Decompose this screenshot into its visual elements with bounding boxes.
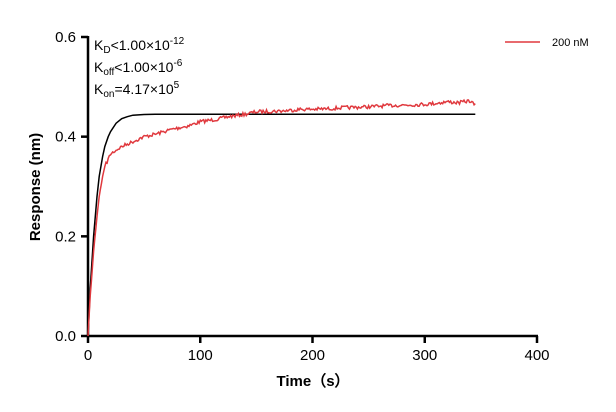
x-axis-label: Time（s） — [276, 372, 349, 390]
series-group — [87, 98, 476, 337]
x-tick-label: 200 — [300, 347, 325, 364]
kinetics-annotation: KD<1.00×10-12 Koff<1.00×10-6 Kon=4.17×10… — [94, 36, 185, 100]
y-axis-label: Response (nm) — [27, 133, 44, 241]
x-tick-label: 0 — [84, 347, 92, 364]
y-tick-label: 0.6 — [55, 29, 76, 46]
axes: 0 100 200 300 400 0.0 0.2 0.4 0.6 — [55, 29, 549, 364]
series-line-200nm — [87, 98, 476, 337]
y-tick-label: 0.4 — [55, 129, 76, 146]
x-tick-label: 400 — [524, 347, 549, 364]
kd-annotation: KD<1.00×10-12 — [94, 36, 185, 56]
koff-annotation: Koff<1.00×10-6 — [94, 58, 183, 78]
y-tick-label: 0.0 — [55, 328, 76, 345]
legend-label-200nm: 200 nM — [552, 37, 589, 49]
x-tick-label: 100 — [188, 347, 213, 364]
fit-curve — [87, 113, 476, 337]
y-tick-label: 0.2 — [55, 228, 76, 245]
legend: 200 nM — [505, 37, 589, 49]
kon-annotation: Kon=4.17×105 — [94, 80, 180, 100]
x-tick-label: 300 — [412, 347, 437, 364]
